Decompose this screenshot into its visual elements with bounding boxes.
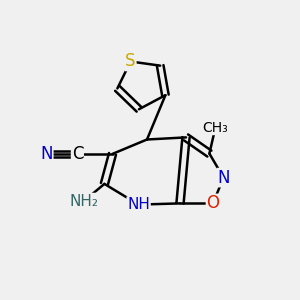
Text: CH₃: CH₃ [202,121,228,134]
Text: C: C [72,145,83,163]
Text: S: S [125,52,136,70]
Text: N: N [217,169,230,187]
Text: N: N [40,145,53,163]
Text: O: O [206,194,220,212]
Text: NH₂: NH₂ [70,194,98,208]
Text: NH: NH [127,197,150,212]
